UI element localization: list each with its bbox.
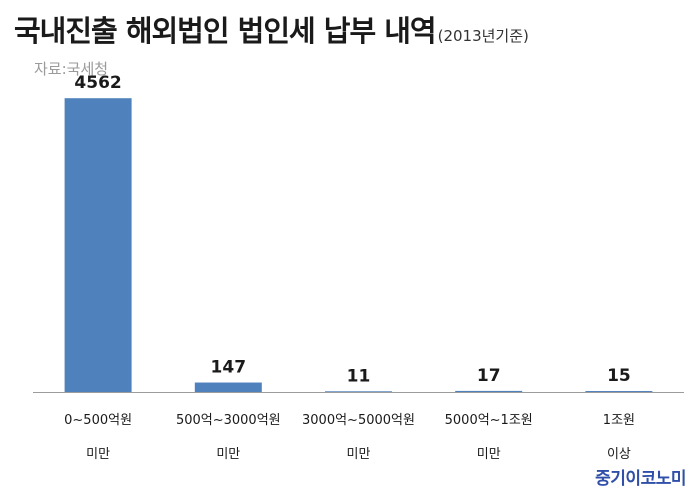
x-tick-label-1: 0~500억원 [64, 413, 132, 428]
bar-5 [585, 391, 653, 392]
x-tick-label-2: 500억~3000억원 [176, 413, 281, 428]
x-tick-label-5: 1조원 [603, 413, 635, 428]
chart-title: 국내진출 해외법인 법인세 납부 내역 [14, 14, 437, 48]
data-label-3: 11 [347, 366, 371, 386]
data-label-5: 15 [607, 366, 631, 386]
source-note: 자료:국세청 [34, 60, 109, 78]
bar-3 [325, 391, 392, 392]
chart-subtitle: (2013년기준) [437, 27, 529, 45]
data-label-4: 17 [477, 366, 501, 386]
x-tick-label-4-line2: 미만 [477, 447, 501, 462]
bar-2 [194, 382, 262, 392]
bar-1 [64, 98, 132, 392]
x-tick-label-5-line2: 이상 [607, 447, 631, 462]
data-label-2: 147 [211, 358, 247, 378]
x-tick-label-3-line2: 미만 [347, 447, 371, 462]
bar-4 [455, 390, 523, 392]
x-tick-label-2-line2: 미만 [216, 447, 240, 462]
x-tick-label-1-line2: 미만 [86, 447, 110, 462]
chart-header: 국내진출 해외법인 법인세 납부 내역 (2013년기준) [14, 8, 529, 50]
x-tick-label-3: 3000억~5000억원 [302, 413, 415, 428]
brand-logo: 중기이코노미 [595, 469, 686, 489]
x-tick-label-4: 5000억~1조원 [445, 413, 533, 428]
data-label-1: 4562 [74, 73, 121, 93]
